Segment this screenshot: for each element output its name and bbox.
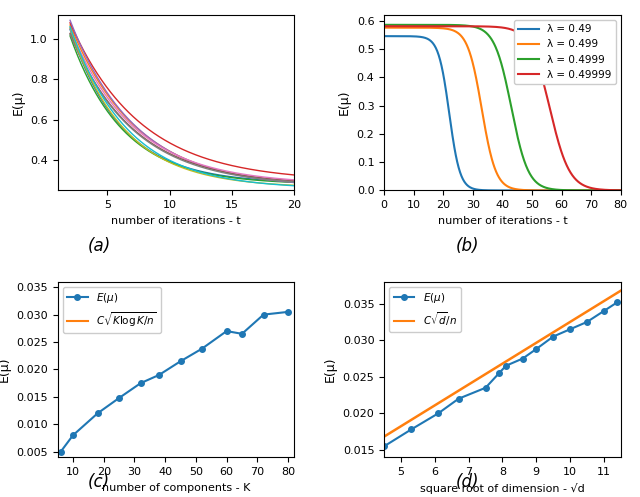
λ = 0.49999 [521,35,529,41]
λ = 0.499 [611,187,619,193]
X-axis label: number of iterations - t: number of iterations - t [438,216,567,226]
λ = 0.4999 [380,22,388,28]
Y-axis label: E(μ): E(μ) [338,90,351,115]
λ = 0.49999 [611,187,619,193]
λ = 0.49999 [617,187,625,193]
λ = 0.49999 [508,27,516,33]
λ = 0.49 [521,187,529,193]
X-axis label: square root of dimension - √d: square root of dimension - √d [420,483,585,494]
λ = 0.49 [494,187,502,193]
λ = 0.499 [521,187,529,193]
λ = 0.49 [574,187,582,193]
λ = 0.4999 [494,50,502,56]
λ = 0.4999 [574,187,582,193]
Legend: λ = 0.49, λ = 0.499, λ = 0.4999, λ = 0.49999: λ = 0.49, λ = 0.499, λ = 0.4999, λ = 0.4… [514,20,616,84]
λ = 0.49999 [380,23,388,29]
λ = 0.4999 [508,109,516,115]
λ = 0.499 [494,172,502,178]
Text: (a): (a) [88,237,111,255]
Line: λ = 0.49999: λ = 0.49999 [384,26,621,190]
λ = 0.49 [611,187,619,193]
λ = 0.499 [380,25,388,31]
λ = 0.49999 [494,24,502,30]
λ = 0.49999 [574,178,582,184]
Line: λ = 0.49: λ = 0.49 [384,36,621,190]
X-axis label: number of iterations - t: number of iterations - t [111,216,241,226]
Line: λ = 0.4999: λ = 0.4999 [384,25,621,190]
λ = 0.4999 [611,187,619,193]
λ = 0.499 [508,185,516,191]
λ = 0.4999 [617,187,625,193]
λ = 0.49999 [493,24,500,30]
Text: (d): (d) [456,473,479,491]
X-axis label: number of components - K: number of components - K [102,483,250,493]
Y-axis label: E(μ): E(μ) [324,357,337,382]
Text: (c): (c) [88,473,110,491]
Text: (b): (b) [456,237,479,255]
Y-axis label: E(μ): E(μ) [12,90,24,115]
λ = 0.499 [493,169,500,175]
Legend: $E(\mu)$, $C\sqrt{d}/n$: $E(\mu)$, $C\sqrt{d}/n$ [389,287,461,332]
λ = 0.499 [574,187,582,193]
λ = 0.4999 [521,160,529,166]
λ = 0.49 [493,187,500,193]
Line: λ = 0.499: λ = 0.499 [384,28,621,190]
λ = 0.49 [380,33,388,39]
λ = 0.49 [617,187,625,193]
λ = 0.499 [617,187,625,193]
Legend: $E(\mu)$, $C\sqrt{K\log K/n}$: $E(\mu)$, $C\sqrt{K\log K/n}$ [63,287,161,333]
Y-axis label: E(μ): E(μ) [0,357,11,382]
λ = 0.4999 [493,46,500,52]
λ = 0.49 [508,187,516,193]
